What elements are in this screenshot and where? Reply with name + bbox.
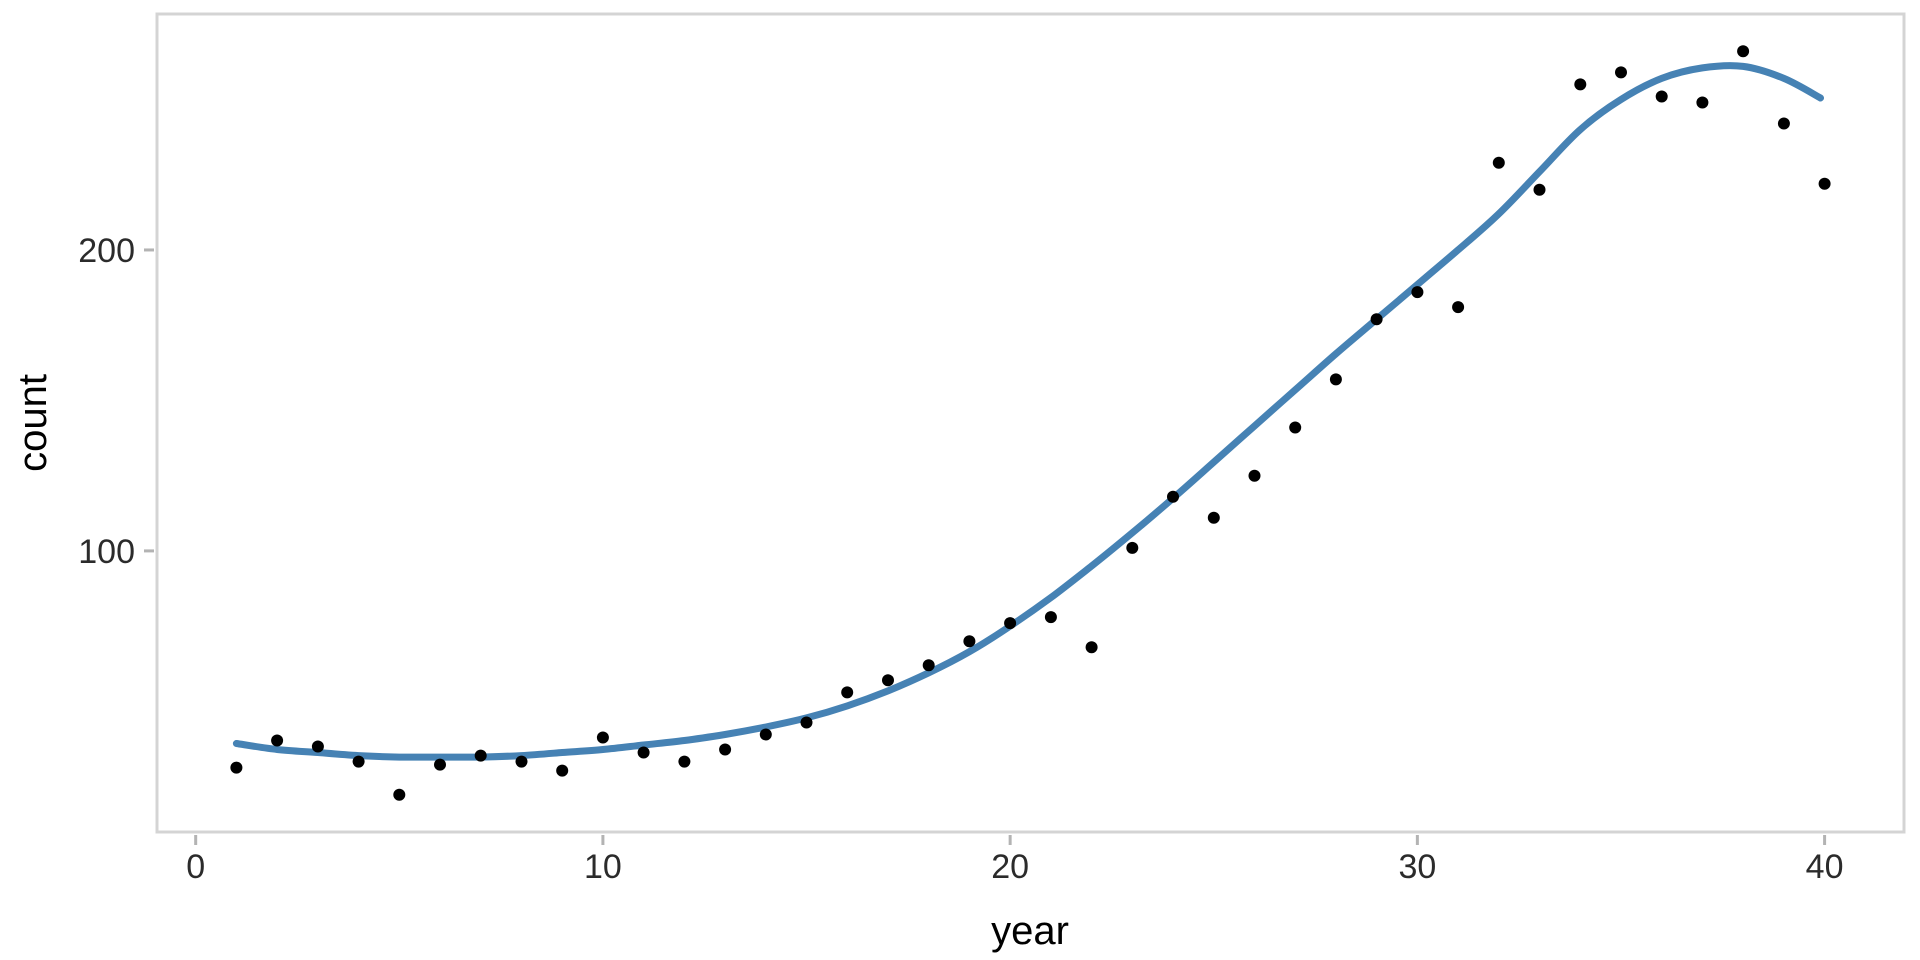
data-point [1207, 511, 1220, 524]
data-point [1737, 45, 1750, 58]
data-point [800, 716, 813, 729]
x-axis-title: year [991, 909, 1069, 953]
data-point [1370, 313, 1383, 326]
data-point [515, 755, 528, 768]
data-point [1411, 286, 1424, 299]
scatter-points [230, 45, 1831, 801]
data-point [963, 635, 976, 648]
data-point [556, 764, 569, 777]
data-point [637, 746, 650, 759]
data-point [1533, 183, 1546, 196]
data-point [759, 728, 772, 741]
data-point [352, 755, 365, 768]
data-point [230, 761, 243, 774]
data-point [1655, 90, 1668, 103]
data-point [922, 659, 935, 672]
data-point [1167, 490, 1179, 503]
data-point [1004, 617, 1017, 630]
data-point [841, 686, 854, 699]
data-point [1126, 541, 1139, 554]
data-point [1248, 469, 1261, 482]
smooth-trend-line [232, 62, 1824, 761]
data-point [1818, 177, 1831, 190]
x-tick-label: 40 [1806, 848, 1844, 886]
smooth-trend-path [232, 62, 1824, 761]
data-point [719, 743, 732, 756]
data-point [678, 755, 691, 768]
x-tick-label: 30 [1398, 848, 1436, 886]
data-point [882, 674, 894, 687]
data-point [1492, 156, 1505, 169]
y-tick-label: 100 [78, 533, 135, 571]
y-axis-ticks [144, 248, 154, 553]
data-point [596, 731, 609, 744]
data-point [1777, 117, 1790, 130]
data-point [1329, 373, 1342, 386]
x-axis-ticks [194, 835, 1827, 845]
data-point [474, 749, 487, 762]
x-tick-label: 20 [991, 848, 1029, 886]
data-point [271, 734, 284, 747]
data-point [1615, 66, 1627, 79]
data-point [1044, 611, 1057, 624]
x-tick-label: 0 [186, 848, 205, 886]
x-axis-tick-labels: 0 10 20 30 40 [186, 848, 1843, 886]
data-point [393, 788, 406, 801]
data-point [434, 758, 446, 771]
data-point [1085, 641, 1098, 654]
data-point [1289, 421, 1302, 434]
data-point [1452, 301, 1465, 314]
y-tick-label: 200 [78, 232, 135, 270]
data-point [311, 740, 324, 753]
y-axis-tick-labels: 100 200 [78, 232, 135, 571]
y-axis-title: count [11, 374, 55, 472]
data-point [1696, 96, 1709, 109]
plot-panel [155, 12, 1906, 834]
x-tick-label: 10 [584, 848, 622, 886]
data-point [1574, 78, 1587, 91]
